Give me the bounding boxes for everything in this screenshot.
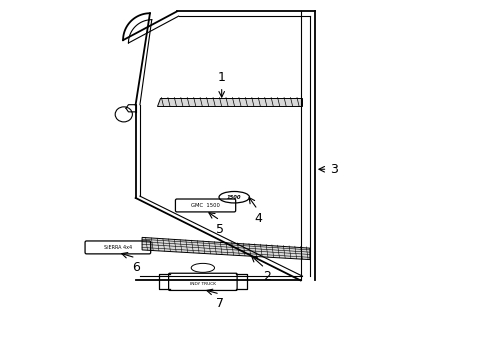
Polygon shape	[142, 237, 310, 260]
Text: GMC  1500: GMC 1500	[191, 203, 220, 208]
Text: 1: 1	[218, 71, 225, 84]
Polygon shape	[157, 98, 302, 107]
Text: 7: 7	[216, 297, 224, 310]
Text: SiERRA 4x4: SiERRA 4x4	[104, 245, 132, 250]
Text: 5: 5	[216, 223, 224, 236]
Text: 1500: 1500	[227, 195, 242, 200]
Text: INDY TRUCK: INDY TRUCK	[190, 282, 216, 285]
Text: 3: 3	[330, 163, 338, 176]
Text: 4: 4	[255, 212, 263, 225]
Text: 6: 6	[132, 261, 140, 274]
Text: 2: 2	[263, 270, 271, 283]
